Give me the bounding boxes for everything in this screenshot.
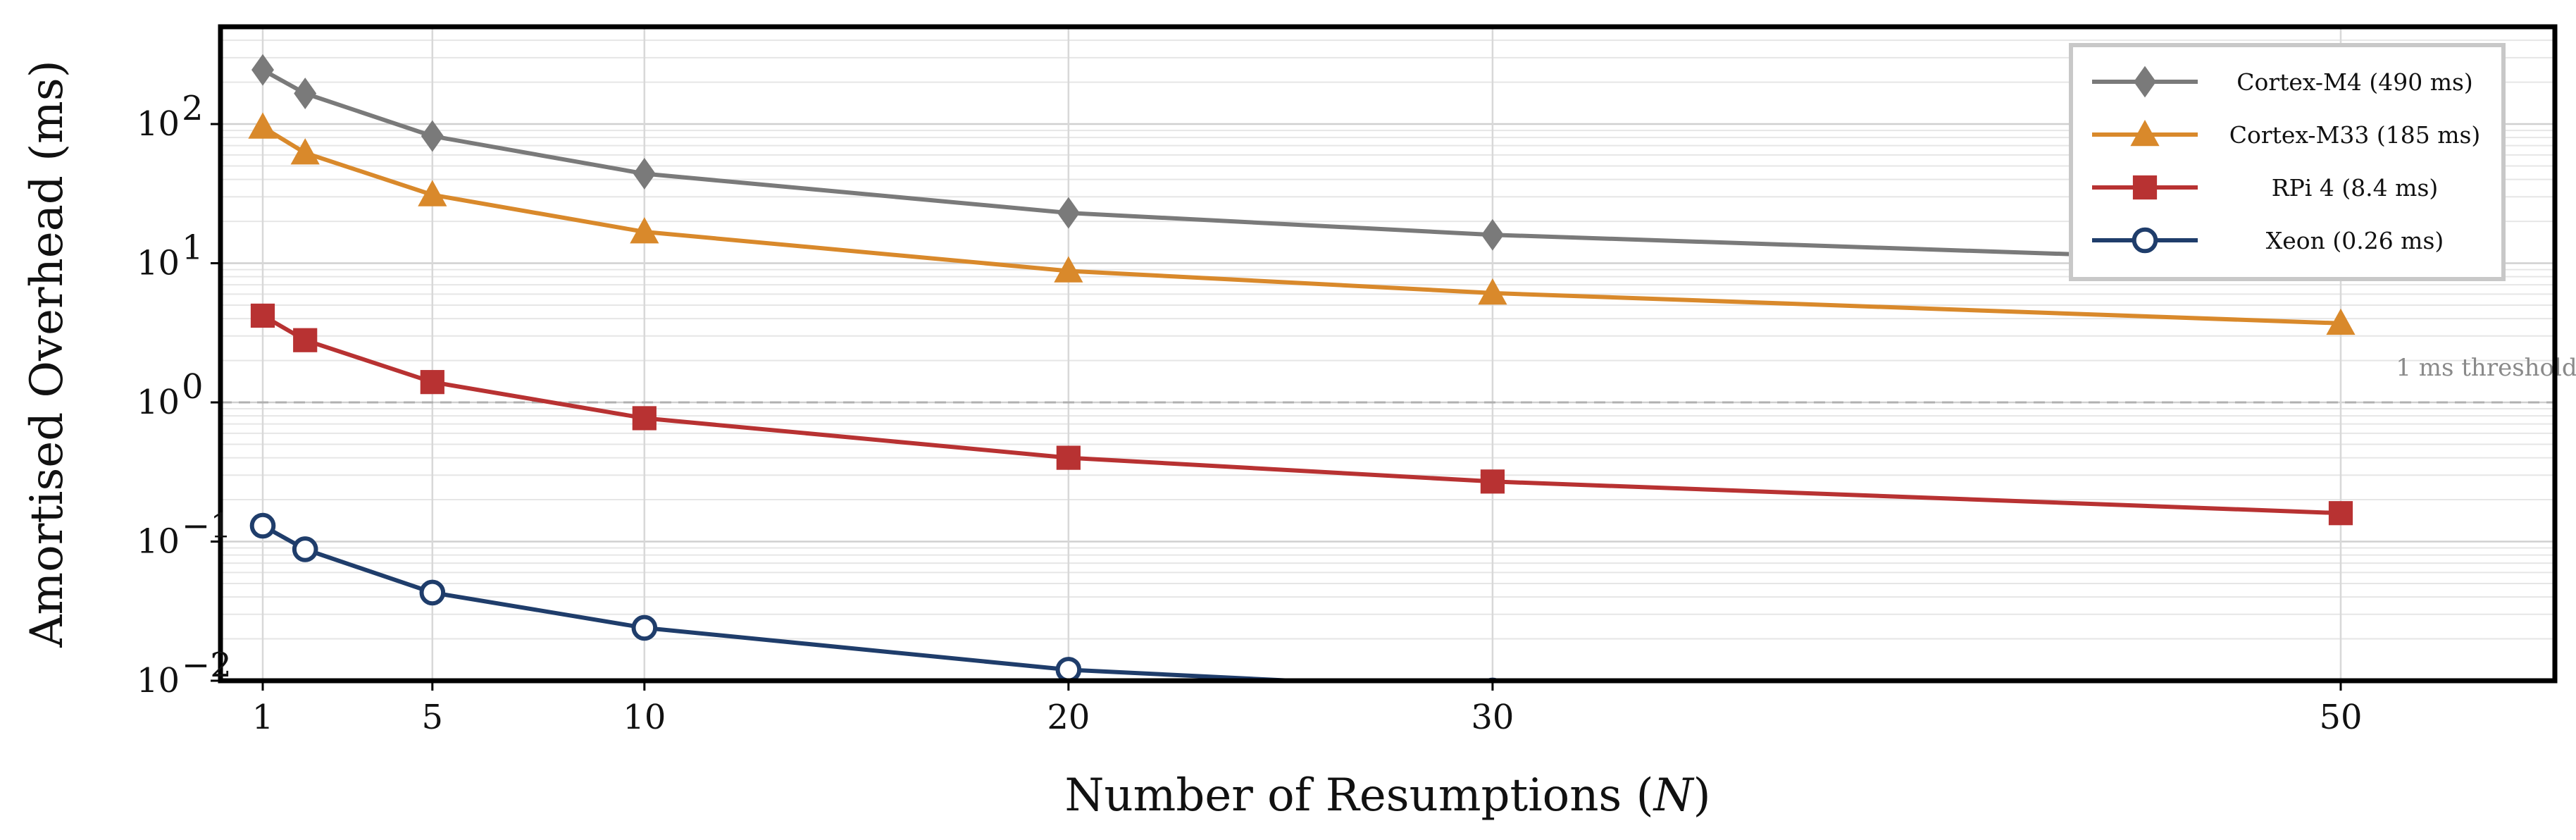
data-point [421,120,444,152]
plot-frame [218,24,2558,684]
data-point [633,158,656,190]
data-point [290,138,320,165]
data-point [418,180,447,206]
y-tick-exponent: −2 [182,646,232,685]
legend-marker [2132,175,2158,200]
y-tick-exponent: 1 [182,228,204,268]
series-3 [249,512,1501,681]
legend-entry: RPi 4 (8.4 ms) [2272,174,2439,202]
x-tick-label: 20 [1047,698,1090,737]
legend-entry: Xeon (0.26 ms) [2266,227,2444,254]
data-point [2328,501,2353,526]
data-point [1056,445,1081,470]
data-point [248,112,278,139]
y-tick-label: 10 [137,522,180,562]
data-point [294,78,317,109]
data-point [1478,278,1507,305]
data-point [1055,657,1082,681]
data-point [1054,256,1083,283]
y-tick-label: 10 [137,661,180,700]
data-point [2326,308,2356,335]
y-tick-label: 10 [137,104,180,144]
data-point [250,303,275,328]
x-tick-label: 1 [252,698,274,737]
y-tick-label: 10 [137,244,180,283]
data-point [249,512,276,539]
data-point [1481,218,1504,251]
x-tick-label: 30 [1471,698,1514,737]
data-point [632,406,657,431]
series-2 [250,303,2353,526]
legend-marker [2132,227,2158,254]
x-tick-label: 50 [2319,698,2362,737]
y-axis-title: Amortised Overhead (ms) [21,60,73,648]
data-point [251,54,274,86]
data-point [420,370,444,395]
threshold-reference: 1 ms threshold [220,354,2576,404]
x-axis-title: Number of Resumptions (N) [1064,770,1710,822]
series-lines [248,54,2356,681]
y-tick-label: 10 [137,383,180,422]
legend: Cortex-M4 (490 ms) Cortex-M33 (185 ms) RPi… [2069,43,2506,281]
data-point [1480,469,1505,494]
series-1 [248,112,2356,335]
y-tick-exponent: 2 [182,89,204,128]
y-tick-exponent: −1 [182,507,232,546]
x-tick-label: 10 [623,698,666,737]
data-point [1057,197,1080,229]
data-point [631,614,658,641]
series-line [261,314,2341,516]
legend-entry: Cortex-M4 (490 ms) [2236,68,2473,96]
legend-marker [2130,120,2160,147]
data-point [293,328,318,352]
legend-marker [2134,66,2156,98]
y-tick-exponent: 0 [182,367,204,407]
data-point [630,217,659,244]
data-point [292,536,318,562]
legend-entry: Cortex-M33 (185 ms) [2229,121,2481,149]
data-point [419,579,446,606]
x-tick-label: 5 [422,698,444,737]
threshold-label: 1 ms threshold [2396,354,2576,382]
